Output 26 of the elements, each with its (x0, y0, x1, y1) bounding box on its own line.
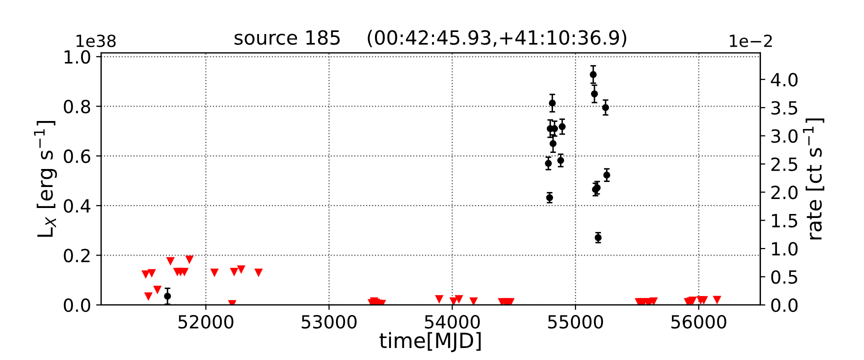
y-tick-label: 1.0 (64, 50, 90, 64)
chart-title: source 185 (00:42:45.93,+41:10:36.9) (234, 30, 626, 48)
y2-axis-title: rate [ct s$^{−1}$] (802, 118, 824, 240)
y2-tick-label: 3.5 (771, 101, 798, 115)
y2-tick-label: 0.5 (771, 270, 798, 284)
y-axis-title: L$_{X}$ [erg s$^{−1}$] (34, 121, 57, 237)
x-tick-label: 55000 (548, 314, 604, 329)
x-tick-label: 52000 (178, 314, 234, 329)
y2-tick-label: 1.0 (772, 242, 798, 256)
x-tick-label: 56000 (671, 314, 726, 329)
y2-tick-label: 1.5 (772, 214, 798, 228)
y2-tick-label: 3.0 (771, 129, 798, 143)
text: 1e−2 (730, 34, 772, 48)
y-tick-label: 0.8 (64, 100, 90, 114)
x-tick-label: 53000 (302, 314, 357, 329)
y2-tick-label: 4.0 (770, 72, 798, 87)
y-tick-label: 0.2 (64, 248, 90, 262)
y-tick-label: 0.6 (64, 149, 90, 164)
x-tick-label: 54000 (424, 314, 480, 329)
x-axis-title: time[MJD] (380, 332, 481, 352)
y2-tick-label: 2.0 (771, 186, 798, 200)
y2-tick-label: 2.5 (771, 157, 798, 172)
y-tick-label: 0.4 (64, 199, 90, 213)
y2-tick-label: 0.0 (771, 298, 798, 312)
y-tick-label: 0.0 (64, 298, 90, 312)
text: 1e38 (76, 34, 116, 48)
